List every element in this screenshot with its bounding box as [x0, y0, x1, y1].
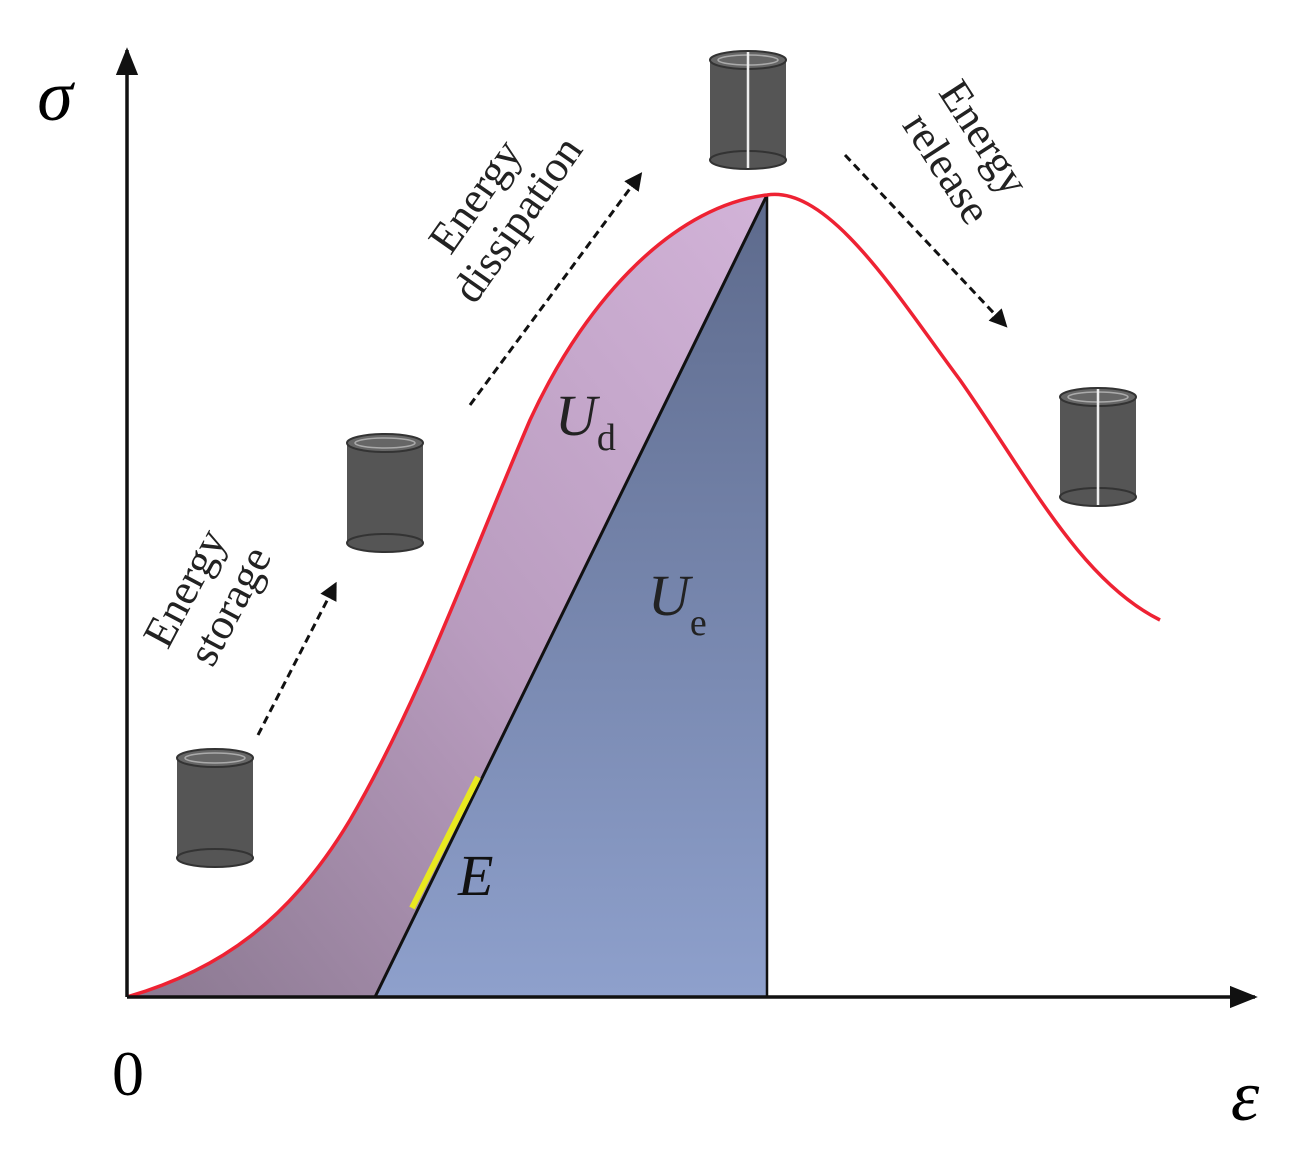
modulus-segment	[409, 775, 481, 910]
x-axis-label: ε	[1231, 1056, 1260, 1136]
dissipated-region	[127, 195, 767, 997]
specimen-cracked-1	[709, 50, 787, 170]
stress-strain-curve	[126, 192, 1161, 999]
dissipation-arrow	[468, 172, 643, 406]
ud-label: Ud	[555, 383, 616, 459]
modulus-label: E	[457, 843, 493, 908]
y-axis-label: σ	[37, 56, 75, 136]
ue-subscript: e	[690, 602, 707, 644]
specimen-intact-1	[176, 748, 254, 868]
unloading-line	[373, 194, 769, 998]
ud-symbol: U	[555, 383, 601, 448]
specimen-cracked-2	[1059, 387, 1137, 507]
ud-subscript: d	[597, 417, 616, 459]
ue-symbol: U	[648, 563, 694, 628]
specimen-intact-2	[346, 433, 424, 553]
origin-label: 0	[112, 1038, 144, 1109]
release-label: Energy release	[889, 71, 1045, 239]
storage-arrow	[256, 581, 337, 736]
storage-label: Energy storage	[133, 511, 283, 678]
ue-label: Ue	[648, 563, 707, 644]
